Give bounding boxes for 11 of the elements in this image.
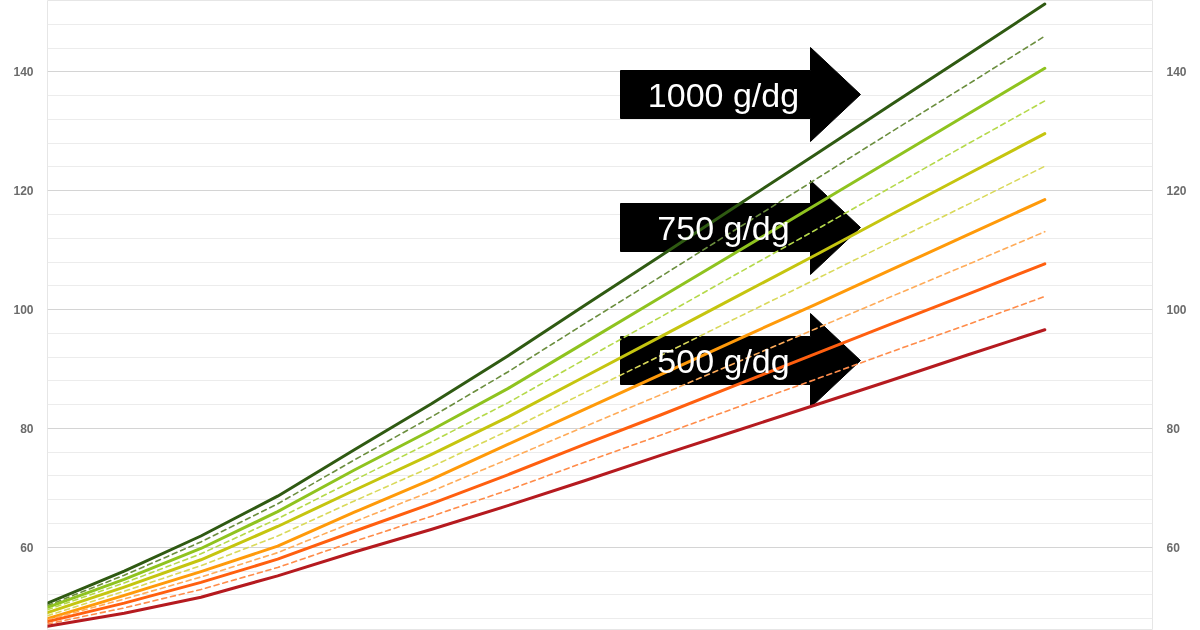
y2-tick-label: 120 <box>1166 184 1187 199</box>
y2-tick-label: 60 <box>1166 540 1181 555</box>
y2-tick-label: 100 <box>1166 303 1187 318</box>
y2-tick-label: 140 <box>1166 65 1187 80</box>
y-tick-label: 140 <box>13 65 34 80</box>
y-tick-label: 120 <box>13 184 34 199</box>
y2-tick-label: 80 <box>1166 421 1181 436</box>
annotation: 1000 g/dg <box>647 75 800 114</box>
y-tick-label: 60 <box>20 540 34 555</box>
y-tick-label: 100 <box>13 303 34 318</box>
y-tick-label: 80 <box>20 421 34 436</box>
